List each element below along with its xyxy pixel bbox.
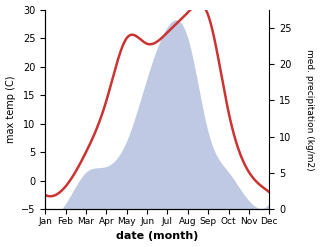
X-axis label: date (month): date (month) bbox=[116, 231, 198, 242]
Y-axis label: med. precipitation (kg/m2): med. precipitation (kg/m2) bbox=[306, 49, 315, 170]
Y-axis label: max temp (C): max temp (C) bbox=[5, 76, 16, 143]
